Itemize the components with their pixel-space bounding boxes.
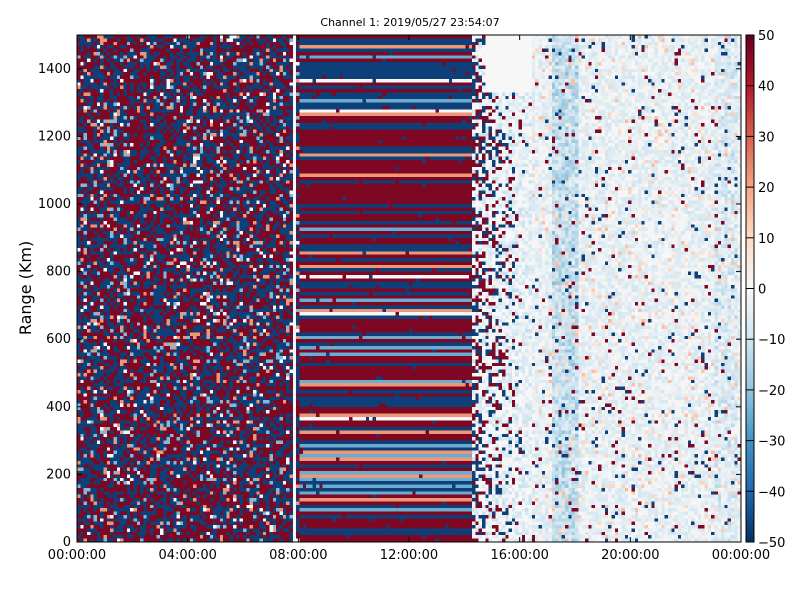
x-tick-label: 00:00:00 [48, 548, 106, 563]
colorbar-tick-label: 0 [758, 283, 766, 298]
chart-title: Channel 1: 2019/05/27 23:54:07 [320, 16, 499, 29]
y-tick-label: 1200 [38, 129, 71, 144]
x-tick-label: 04:00:00 [158, 548, 216, 563]
y-tick-label: 0 [63, 535, 71, 550]
x-tick-label: 08:00:00 [269, 548, 327, 563]
colorbar-tick-label: 50 [758, 29, 775, 44]
x-tick-label: 00:00:00 [712, 548, 770, 563]
x-tick-label: 16:00:00 [490, 548, 548, 563]
colorbar-tick-label: 10 [758, 232, 775, 247]
y-tick-label: 400 [46, 400, 71, 415]
heatmap-plot-area [77, 35, 741, 542]
y-tick-label: 200 [46, 467, 71, 482]
x-axis: 00:00:00 04:00:00 08:00:00 12:00:00 16:00:00… [48, 35, 770, 563]
y-tick-label: 600 [46, 332, 71, 347]
colorbar-tick-label: 30 [758, 130, 775, 145]
colorbar-tick-label: −10 [758, 333, 785, 348]
y-tick-label: 1400 [38, 62, 71, 77]
colorbar-tick-label: 40 [758, 80, 775, 95]
colorbar-tick-label: 20 [758, 181, 775, 196]
colorbar-tick-label: −50 [758, 536, 785, 551]
y-tick-label: 1000 [38, 197, 71, 212]
colorbar-tick-label: −20 [758, 384, 785, 399]
x-tick-label: 12:00:00 [380, 548, 438, 563]
heatmap-image [77, 35, 741, 542]
colorbar-tick-label: −40 [758, 485, 785, 500]
colorbar: 50 40 30 20 10 0 −10 −20 −30 −40 −50 [745, 29, 785, 551]
colorbar-tick-label: −30 [758, 435, 785, 450]
y-axis-label: Range (Km) [16, 241, 35, 335]
x-tick-label: 20:00:00 [601, 548, 659, 563]
y-axis: 0 200 400 600 800 1000 1200 1400 [38, 62, 741, 550]
y-tick-label: 800 [46, 265, 71, 280]
